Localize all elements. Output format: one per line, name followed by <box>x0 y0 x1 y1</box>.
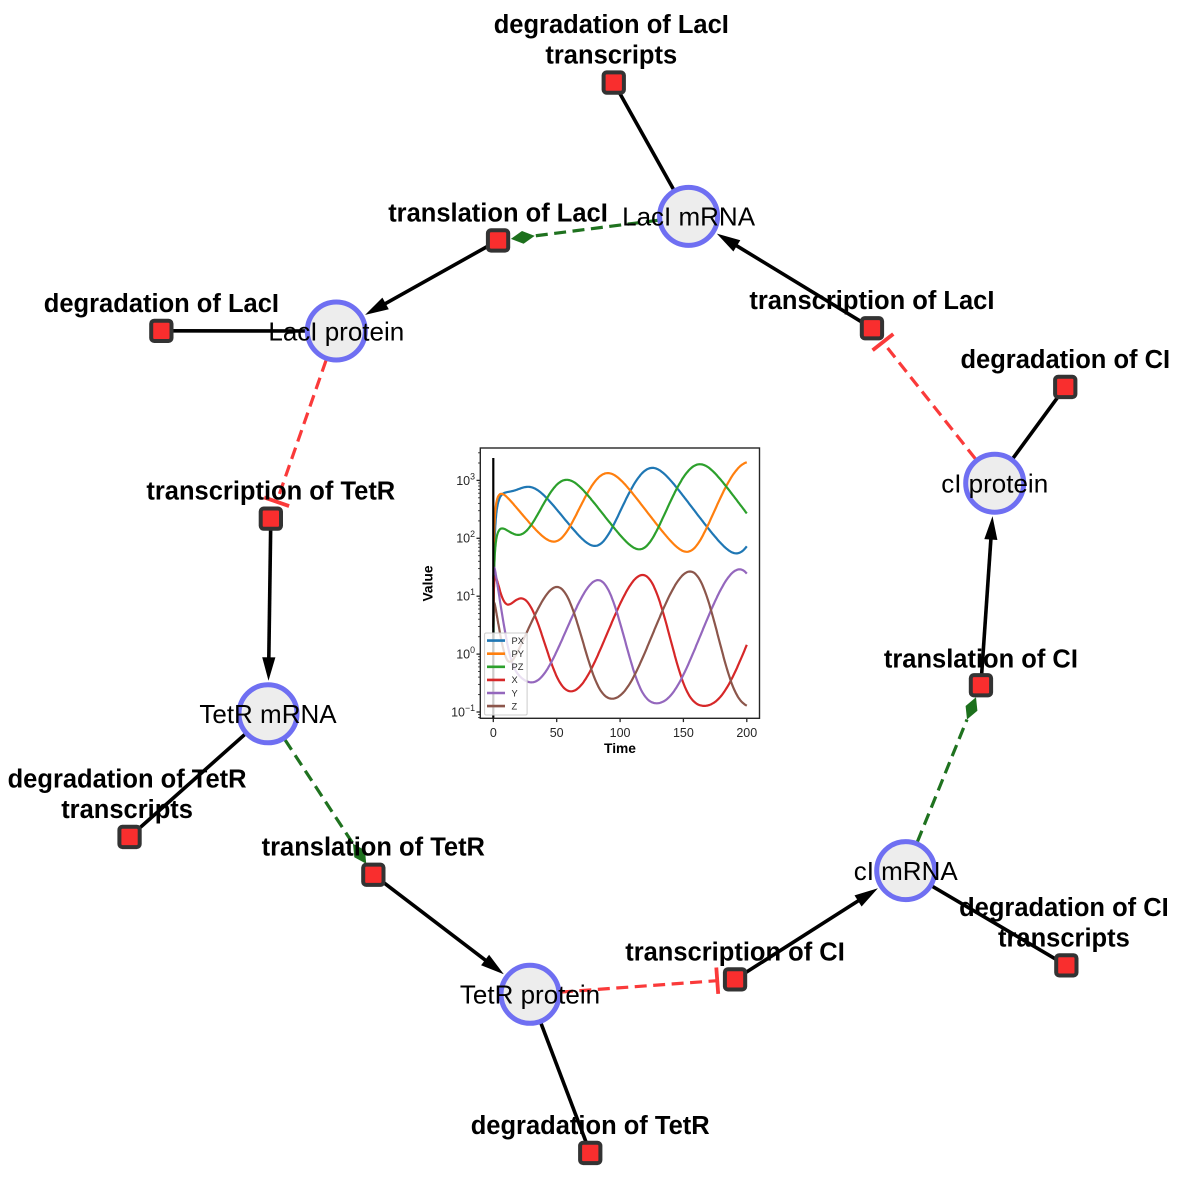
svg-text:Time: Time <box>604 741 636 756</box>
svg-text:cI mRNA: cI mRNA <box>854 856 959 886</box>
svg-text:degradation of TetR: degradation of TetR <box>471 1112 710 1140</box>
svg-text:translation of LacI: translation of LacI <box>388 200 608 228</box>
svg-text:cI protein: cI protein <box>941 469 1048 499</box>
svg-text:200: 200 <box>736 726 757 740</box>
svg-text:transcription of LacI: transcription of LacI <box>749 287 994 315</box>
svg-text:Y: Y <box>512 688 518 698</box>
svg-text:degradation of TetR: degradation of TetR <box>8 765 247 793</box>
svg-text:transcripts: transcripts <box>998 924 1130 952</box>
svg-text:50: 50 <box>550 726 564 740</box>
svg-text:translation of CI: translation of CI <box>884 646 1078 674</box>
svg-text:100: 100 <box>610 726 631 740</box>
svg-text:transcripts: transcripts <box>61 796 193 824</box>
svg-text:degradation of LacI: degradation of LacI <box>44 290 279 318</box>
svg-text:X: X <box>512 675 518 685</box>
svg-text:transcription of CI: transcription of CI <box>625 938 845 966</box>
svg-text:translation of TetR: translation of TetR <box>262 834 485 862</box>
svg-text:transcripts: transcripts <box>545 42 677 70</box>
svg-text:TetR protein: TetR protein <box>460 980 600 1010</box>
svg-text:LacI mRNA: LacI mRNA <box>622 202 756 232</box>
svg-text:degradation of LacI: degradation of LacI <box>494 11 729 39</box>
svg-text:150: 150 <box>673 726 694 740</box>
svg-text:PY: PY <box>512 649 524 659</box>
svg-text:LacI protein: LacI protein <box>268 316 404 346</box>
svg-text:degradation of CI: degradation of CI <box>960 346 1170 374</box>
svg-text:PX: PX <box>512 636 524 646</box>
svg-text:0: 0 <box>490 726 497 740</box>
svg-text:transcription of TetR: transcription of TetR <box>146 478 395 506</box>
svg-text:PZ: PZ <box>512 662 524 672</box>
svg-text:Value: Value <box>420 565 435 601</box>
svg-text:TetR mRNA: TetR mRNA <box>199 699 337 729</box>
svg-text:degradation of CI: degradation of CI <box>959 894 1169 922</box>
svg-text:Z: Z <box>512 701 518 711</box>
